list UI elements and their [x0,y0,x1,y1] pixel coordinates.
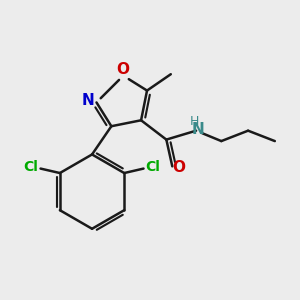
Text: H: H [190,115,199,128]
Text: Cl: Cl [24,160,38,174]
Text: N: N [82,94,94,109]
Text: O: O [117,62,130,77]
Text: N: N [191,122,204,137]
Text: Cl: Cl [146,160,160,174]
Text: O: O [172,160,185,175]
